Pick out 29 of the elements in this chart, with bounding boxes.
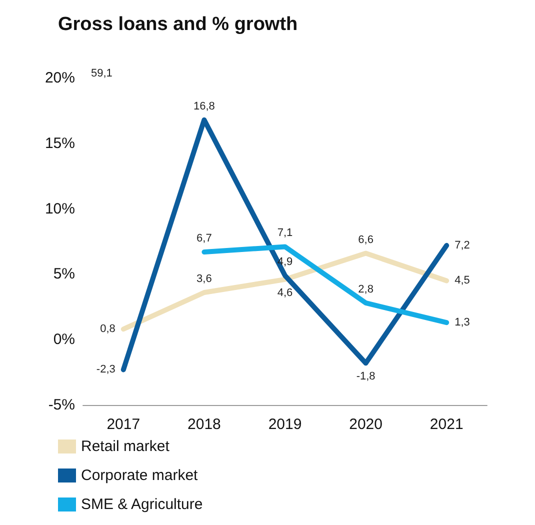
data-label: -1,8 [356,370,376,383]
data-label: 4,5 [454,274,470,287]
y-tick-label: 0% [53,331,75,348]
data-label: 4,6 [277,286,293,299]
legend-label: Retail market [81,438,170,455]
x-tick-label: 2019 [268,416,302,433]
y-tick-label: 20% [44,70,75,86]
data-label: 6,6 [358,234,374,246]
legend-label: Corporate market [81,467,199,484]
y-tick-label: 15% [44,134,75,152]
x-tick-label: 2020 [349,416,382,433]
y-tick-label: -5% [48,396,75,414]
y-tick-label: 5% [53,266,75,283]
data-label: 7,2 [454,239,470,252]
y-tick-label: 10% [44,200,75,218]
data-label: -2,3 [96,364,116,376]
data-label: 0,8 [100,323,116,336]
data-label: 2,8 [358,283,374,296]
annotation: 59,1 [91,68,112,80]
data-label: 3,6 [196,273,212,286]
x-tick-label: 2017 [106,416,140,433]
data-label: 7,1 [277,227,293,240]
data-label: 1,3 [454,316,470,329]
chart-title: Gross loans and % growth [58,14,298,35]
data-label: 6,7 [196,232,212,244]
data-label: 16,8 [193,100,215,112]
legend-label: SME & Agriculture [81,496,203,513]
x-tick-label: 2018 [188,416,221,433]
x-tick-label: 2021 [430,416,464,433]
